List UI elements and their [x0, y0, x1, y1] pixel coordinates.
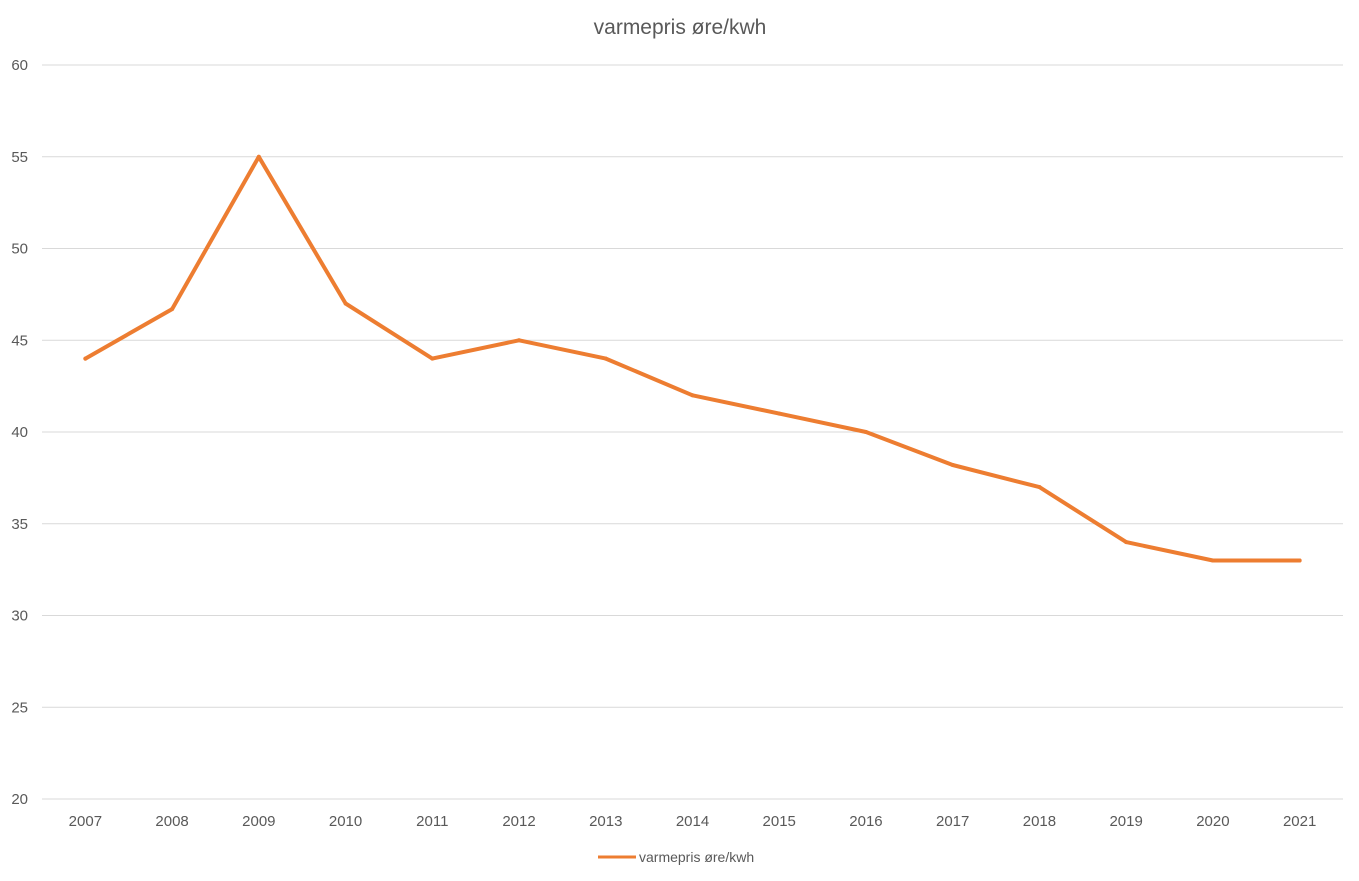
- y-tick-label: 30: [11, 608, 28, 625]
- data-point-2019: [1124, 540, 1129, 545]
- y-tick-label: 45: [11, 332, 28, 349]
- data-point-2013: [603, 356, 608, 361]
- y-tick-label: 20: [11, 791, 28, 808]
- data-point-2016: [863, 430, 868, 434]
- x-tick-label: 2016: [849, 813, 882, 830]
- x-tick-label: 2008: [155, 813, 188, 830]
- gridlines: [42, 64, 1343, 800]
- data-point-2017: [950, 463, 955, 468]
- x-tick-label: 2010: [329, 813, 362, 830]
- chart-title: varmepris øre/kwh: [594, 16, 767, 39]
- x-tick-label: 2019: [1109, 813, 1142, 830]
- x-tick-label: 2012: [502, 813, 535, 830]
- x-tick-label: 2013: [589, 813, 622, 830]
- y-tick-label: 60: [11, 57, 28, 74]
- data-point-2009: [256, 154, 261, 159]
- data-point-2021: [1297, 558, 1302, 563]
- data-point-2010: [343, 301, 348, 306]
- y-tick-label: 40: [11, 424, 28, 441]
- x-tick-label: 2011: [416, 813, 448, 830]
- data-point-2007: [83, 356, 88, 361]
- data-point-2015: [777, 411, 782, 416]
- y-axis-tick-labels: 20 25 30 35 40 45 50 55 60: [11, 57, 28, 808]
- series-line: [83, 154, 1302, 563]
- x-tick-label: 2007: [69, 813, 102, 830]
- x-tick-label: 2009: [242, 813, 275, 830]
- y-tick-label: 25: [11, 699, 28, 716]
- y-tick-label: 35: [11, 516, 28, 533]
- legend-label: varmepris øre/kwh: [639, 849, 754, 865]
- x-axis-tick-labels: 2007 2008 2009 2010 2011 2012 2013 2014 2015 2016…: [69, 813, 1317, 830]
- data-point-2008: [170, 307, 175, 312]
- x-tick-label: 2020: [1196, 813, 1229, 830]
- x-tick-label: 2017: [936, 813, 969, 830]
- x-tick-label: 2015: [763, 813, 796, 830]
- y-tick-label: 55: [11, 149, 28, 166]
- y-tick-label: 50: [11, 241, 28, 258]
- data-point-2014: [690, 393, 695, 398]
- series-layer: [83, 154, 1302, 563]
- x-tick-label: 2018: [1023, 813, 1056, 830]
- x-tick-label: 2021: [1283, 813, 1316, 830]
- data-point-2020: [1210, 558, 1215, 563]
- data-point-2018: [1037, 485, 1042, 490]
- data-point-2011: [430, 356, 435, 361]
- legend: varmepris øre/kwh: [598, 849, 754, 865]
- x-tick-label: 2014: [676, 813, 709, 830]
- data-point-2012: [517, 338, 522, 343]
